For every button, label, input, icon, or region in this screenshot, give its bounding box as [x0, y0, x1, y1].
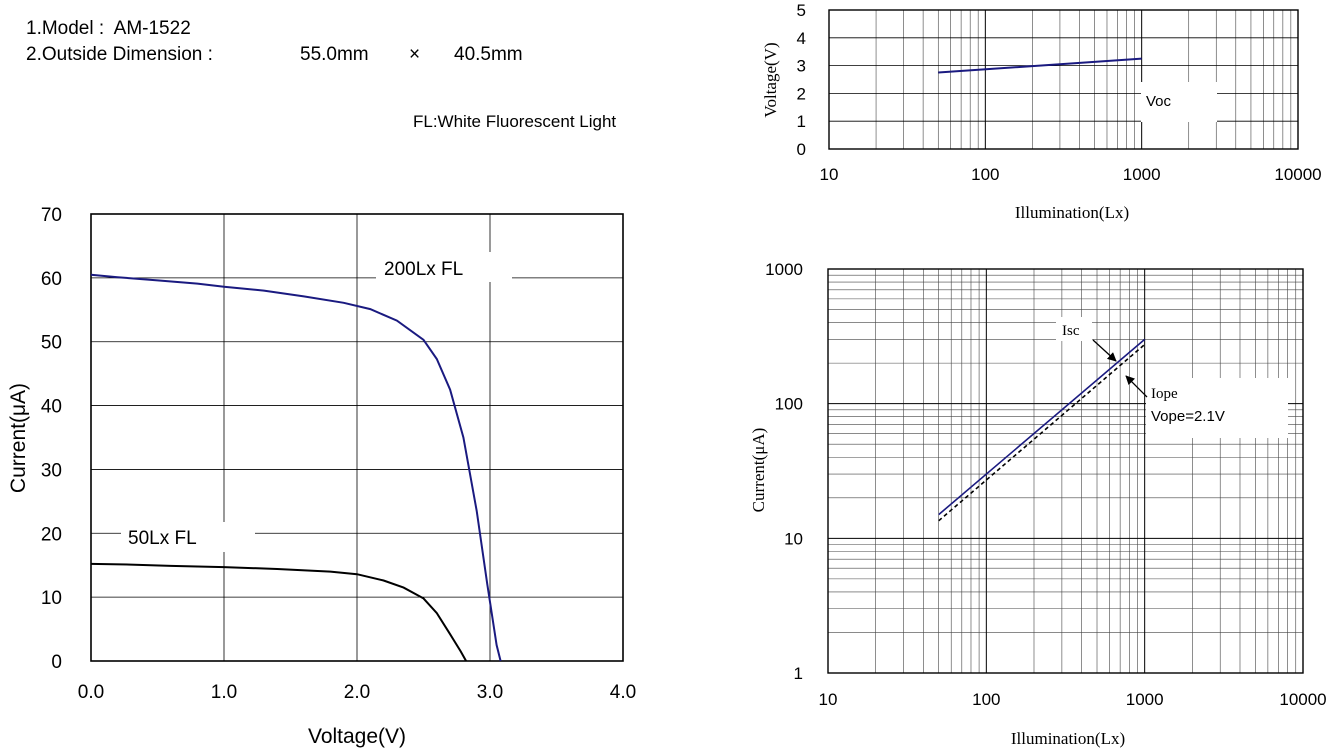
isc-x-axis-label: Illumination(Lx) — [1011, 729, 1125, 748]
isc-chart: 10 100 1000 10000 1 10 100 1000 Illumination(Lx)… — [749, 260, 1327, 748]
voc-x-axis-label: Illumination(Lx) — [1015, 203, 1129, 222]
isc-label-bg — [1056, 317, 1092, 341]
iv-x-tick-label: 3.0 — [477, 682, 503, 703]
voc-y-tick-label: 1 — [797, 112, 806, 131]
voc-label-bg — [1141, 82, 1217, 122]
voc-x-tick-label: 1000 — [1123, 165, 1161, 184]
isc-y-tick-label: 1000 — [765, 260, 803, 279]
dimension-times: × — [409, 44, 421, 65]
iv-x-axis-label: Voltage(V) — [308, 725, 406, 748]
isc-y-tick-label: 10 — [784, 529, 803, 548]
iv-plot-frame — [90, 213, 624, 662]
model-line: 1.Model : AM-1522 — [26, 18, 191, 39]
light-source-note: FL:White Fluorescent Light — [413, 112, 617, 131]
iope-label-bg — [1146, 378, 1288, 438]
dimension-width: 55.0mm — [300, 44, 369, 65]
isc-x-tick-label: 1000 — [1126, 690, 1164, 709]
voc-y-tick-label: 3 — [797, 57, 806, 76]
voc-y-tick-label: 2 — [797, 84, 806, 103]
iope-arrow — [1125, 375, 1148, 398]
iv-y-tick-label: 40 — [41, 397, 62, 418]
iope-voltage-label: Vope=2.1V — [1151, 408, 1225, 425]
iv-series-label-50lx: 50Lx FL — [128, 528, 197, 549]
isc-x-tick-label: 100 — [972, 690, 1000, 709]
iv-y-axis-label: Current(μA) — [7, 383, 30, 493]
iv-y-tick-label: 0 — [51, 652, 62, 673]
voc-x-tick-label: 10 — [820, 165, 839, 184]
voc-series-line — [938, 57, 1142, 74]
voc-chart: 10 100 1000 10000 0 1 2 3 4 5 Illumination(Lx) Volt… — [761, 1, 1322, 222]
voc-y-tick-label: 4 — [797, 29, 806, 48]
iv-y-tick-label: 70 — [41, 205, 62, 226]
iope-series-label: Iope — [1151, 386, 1178, 402]
iope-series-line — [938, 343, 1146, 522]
voc-y-tick-label: 5 — [797, 1, 806, 20]
isc-y-axis-label: Current(μA) — [749, 428, 768, 513]
iv-y-tick-label: 60 — [41, 269, 62, 290]
isc-series-line — [938, 338, 1146, 516]
voc-y-tick-label: 0 — [797, 140, 806, 159]
isc-x-tick-label: 10 — [819, 690, 838, 709]
iv-y-tick-label: 20 — [41, 524, 62, 545]
iv-series-line-50lx — [90, 562, 467, 662]
iv-chart: 0.0 1.0 2.0 3.0 4.0 0 10 20 30 40 50 60 70 Voltage(V)… — [7, 205, 636, 748]
isc-arrow — [1092, 339, 1117, 362]
isc-x-tick-label: 10000 — [1279, 690, 1326, 709]
iv-y-tick-label: 50 — [41, 333, 62, 354]
iv-label-bg-50lx — [121, 522, 255, 552]
voc-series-label: Voc — [1146, 93, 1172, 110]
isc-y-tick-label: 1 — [794, 664, 803, 683]
iv-y-tick-label: 10 — [41, 588, 62, 609]
voc-x-tick-label: 100 — [971, 165, 999, 184]
iv-y-tick-label: 30 — [41, 460, 62, 481]
iv-x-tick-label: 1.0 — [211, 682, 237, 703]
dimension-label: 2.Outside Dimension : — [26, 44, 213, 65]
iv-label-bg-200lx — [376, 252, 512, 282]
voc-x-tick-label: 10000 — [1274, 165, 1321, 184]
iv-x-tick-label: 0.0 — [78, 682, 104, 703]
dimension-height: 40.5mm — [454, 44, 523, 65]
iv-x-tick-label: 4.0 — [610, 682, 636, 703]
isc-series-label: Isc — [1062, 323, 1080, 339]
iv-series-line-200lx — [90, 273, 502, 662]
iv-x-tick-label: 2.0 — [344, 682, 370, 703]
iv-series-label-200lx: 200Lx FL — [384, 259, 463, 280]
isc-y-tick-label: 100 — [775, 395, 803, 414]
isc-plot-frame — [827, 268, 1304, 674]
voc-plot-frame — [828, 9, 1299, 150]
voc-y-axis-label: Voltage(V) — [761, 42, 780, 117]
